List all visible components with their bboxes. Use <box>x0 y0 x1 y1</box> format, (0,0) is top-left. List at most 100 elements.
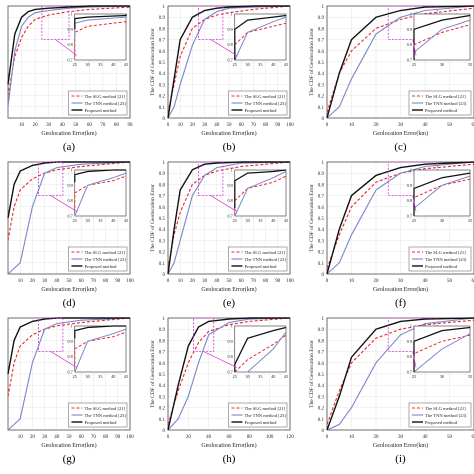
x-tick-label: 30 <box>42 435 48 440</box>
x-tick-label: 10 <box>349 123 355 128</box>
y-axis-label: The CDF of Geolocation Error <box>308 28 315 96</box>
inset-y-tick-label: 0.9 <box>68 339 73 344</box>
y-tick-label: 0.3 <box>159 83 166 88</box>
y-tick-label: 1 <box>163 5 166 10</box>
x-tick-label: 120 <box>286 435 294 440</box>
x-tick-label: 60 <box>87 123 93 128</box>
y-tick-label: 0.9 <box>159 16 166 21</box>
inset-x-tick-label: 30 <box>245 218 249 223</box>
x-tick-label: 20 <box>374 123 380 128</box>
y-tick-label: 0.3 <box>318 83 325 88</box>
y-tick-label: 0.3 <box>159 395 166 400</box>
legend-entry: Proposed method <box>244 264 277 269</box>
inset-y-tick-label: 0.8 <box>407 42 412 47</box>
y-tick-label: 0.6 <box>159 50 166 55</box>
inset-x-tick-label: 25 <box>73 218 77 223</box>
x-tick-label: 70 <box>91 435 97 440</box>
y-tick-label: 0.2 <box>318 251 325 256</box>
x-tick-label: 40 <box>214 279 220 284</box>
inset-series-line-proposed <box>234 14 287 60</box>
legend-entry: The TNN method [23] <box>244 101 286 106</box>
inset-x-tick-label: 25 <box>412 374 416 379</box>
x-tick-label: 40 <box>54 435 60 440</box>
series-line-tnn <box>326 317 474 431</box>
series-line-slg <box>7 6 131 96</box>
y-tick-label: 0.7 <box>159 351 166 356</box>
inset-y-tick-label: 0.7 <box>228 58 233 63</box>
inset-series-line-tnn <box>413 333 471 373</box>
y-tick-label: 0.8 <box>318 339 325 344</box>
x-tick-label: 0 <box>326 279 329 284</box>
legend-entry: The SLG method [21] <box>84 406 125 411</box>
y-axis-label: The CDF of Geolocation Error <box>308 184 315 252</box>
inset-x-tick-label: 40 <box>111 374 115 379</box>
inset-y-tick-label: 1 <box>410 12 412 17</box>
y-tick-label: 0.7 <box>318 351 325 356</box>
inset-frame <box>413 169 471 217</box>
inset-y-tick-label: 0.7 <box>68 58 73 63</box>
series-line-proposed <box>326 161 474 275</box>
y-tick-label: 0.1 <box>318 418 325 423</box>
zoom-arrow <box>210 195 237 212</box>
series-line-tnn <box>7 161 131 275</box>
inset-y-tick-label: 0.8 <box>228 354 233 359</box>
x-tick-label: 0 <box>167 435 170 440</box>
x-tick-label: 100 <box>266 435 274 440</box>
legend-entry: The SLG method [21] <box>244 406 285 411</box>
inset-y-tick-label: 1 <box>71 12 73 17</box>
legend-entry: The TNN method [23] <box>84 101 126 106</box>
y-tick-label: 0.3 <box>318 395 325 400</box>
chart-panel: 0 10 20 30 40 50 60 0 0.1 0.2 0.3 0.4 0.5 0.6 0.7 0.8 0.… <box>308 5 474 153</box>
y-axis-label: The CDF of Geolocation Error <box>308 340 315 408</box>
x-tick-label: 20 <box>33 123 39 128</box>
y-tick-label: 0.1 <box>159 106 166 111</box>
inset-y-tick-label: 0.9 <box>407 339 412 344</box>
x-tick-label: 10 <box>178 279 184 284</box>
inset-series-line-proposed <box>234 169 287 209</box>
panel-label: (h) <box>223 453 236 465</box>
zoom-box <box>387 161 438 196</box>
x-tick-label: 90 <box>115 279 121 284</box>
inset-x-tick-label: 25 <box>233 374 237 379</box>
y-tick-label: 0.4 <box>159 228 166 233</box>
inset-y-tick-label: 0.7 <box>228 370 233 375</box>
y-tick-label: 1 <box>322 161 325 166</box>
inset-frame <box>74 325 127 373</box>
legend: The SLG method [21] The TNN method [23] Pr… <box>228 246 288 272</box>
inset-x-tick-label: 35 <box>468 374 472 379</box>
x-tick-label: 70 <box>91 279 97 284</box>
x-axis-label: Geolocation Error(km) <box>373 130 428 137</box>
panel-label: (b) <box>223 141 236 153</box>
series-line-tnn <box>7 5 131 107</box>
inset-x-tick-label: 40 <box>271 374 275 379</box>
inset-y-tick-label: 0.7 <box>407 58 412 63</box>
y-tick-label: 0.8 <box>159 27 166 32</box>
x-tick-label: 80 <box>247 435 253 440</box>
y-tick-label: 1 <box>322 5 325 10</box>
x-tick-label: 10 <box>349 435 355 440</box>
x-tick-label: 60 <box>79 435 85 440</box>
inset-y-tick-label: 0.9 <box>407 183 412 188</box>
y-tick-label: 0.6 <box>318 50 325 55</box>
inset-y-tick-label: 1 <box>71 168 73 173</box>
inset-frame <box>413 13 471 61</box>
y-tick-label: 0.7 <box>159 195 166 200</box>
legend-entry: The SLG method [21] <box>84 250 125 255</box>
y-tick-label: 0.5 <box>318 373 325 378</box>
y-tick-label: 0.1 <box>159 262 166 267</box>
x-axis-label: Geolocation Error(km) <box>201 130 256 137</box>
y-axis-label: The CDF of Geolocation Error <box>149 340 156 408</box>
inset-x-tick-label: 35 <box>468 218 472 223</box>
x-tick-label: 0 <box>167 123 170 128</box>
x-tick-label: 30 <box>398 435 404 440</box>
y-tick-label: 0 <box>322 273 325 278</box>
legend-entry: Proposed method <box>425 264 458 269</box>
legend-entry: The SLG method [21] <box>425 250 466 255</box>
inset-y-tick-label: 0.8 <box>407 198 412 203</box>
inset-x-tick-label: 40 <box>111 218 115 223</box>
y-tick-label: 0.4 <box>318 72 325 77</box>
legend-entry: The SLG method [21] <box>425 94 466 99</box>
x-tick-label: 40 <box>423 123 429 128</box>
chart-panel: 0 10 20 30 40 50 60 0 0.1 0.2 0.3 0.4 0.5 0.6 0.7 0.8 0.… <box>308 161 474 309</box>
inset-x-tick-label: 35 <box>258 62 262 67</box>
